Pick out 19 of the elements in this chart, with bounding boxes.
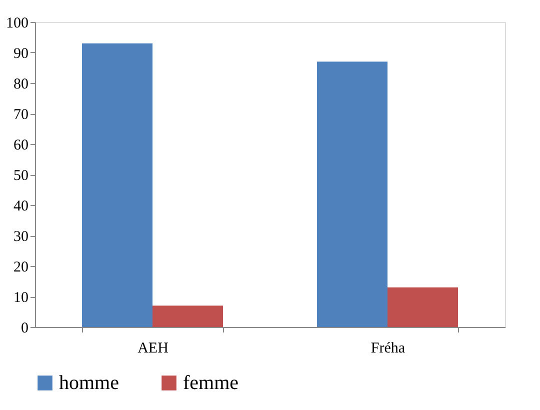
y-tick-label: 90 [14, 46, 28, 62]
y-tick-label: 20 [14, 260, 28, 276]
y-tick-label: 100 [6, 16, 28, 32]
y-tick-label: 40 [14, 198, 28, 214]
y-tick-label: 50 [14, 168, 28, 184]
y-tick-label: 60 [14, 138, 28, 154]
x-tick-label: Fréha [370, 340, 406, 356]
legend-label: femme [183, 372, 239, 394]
y-tick-label: 70 [14, 107, 28, 123]
bar [152, 306, 223, 327]
bar [388, 287, 458, 327]
y-tick-label: 80 [14, 76, 28, 92]
bar [317, 62, 388, 327]
bar [82, 43, 152, 327]
y-tick-label: 0 [21, 320, 28, 336]
legend-label: homme [59, 372, 120, 394]
x-tick-label: AEH [138, 340, 169, 356]
y-tick-label: 10 [14, 290, 28, 306]
y-tick-label: 30 [14, 229, 28, 245]
